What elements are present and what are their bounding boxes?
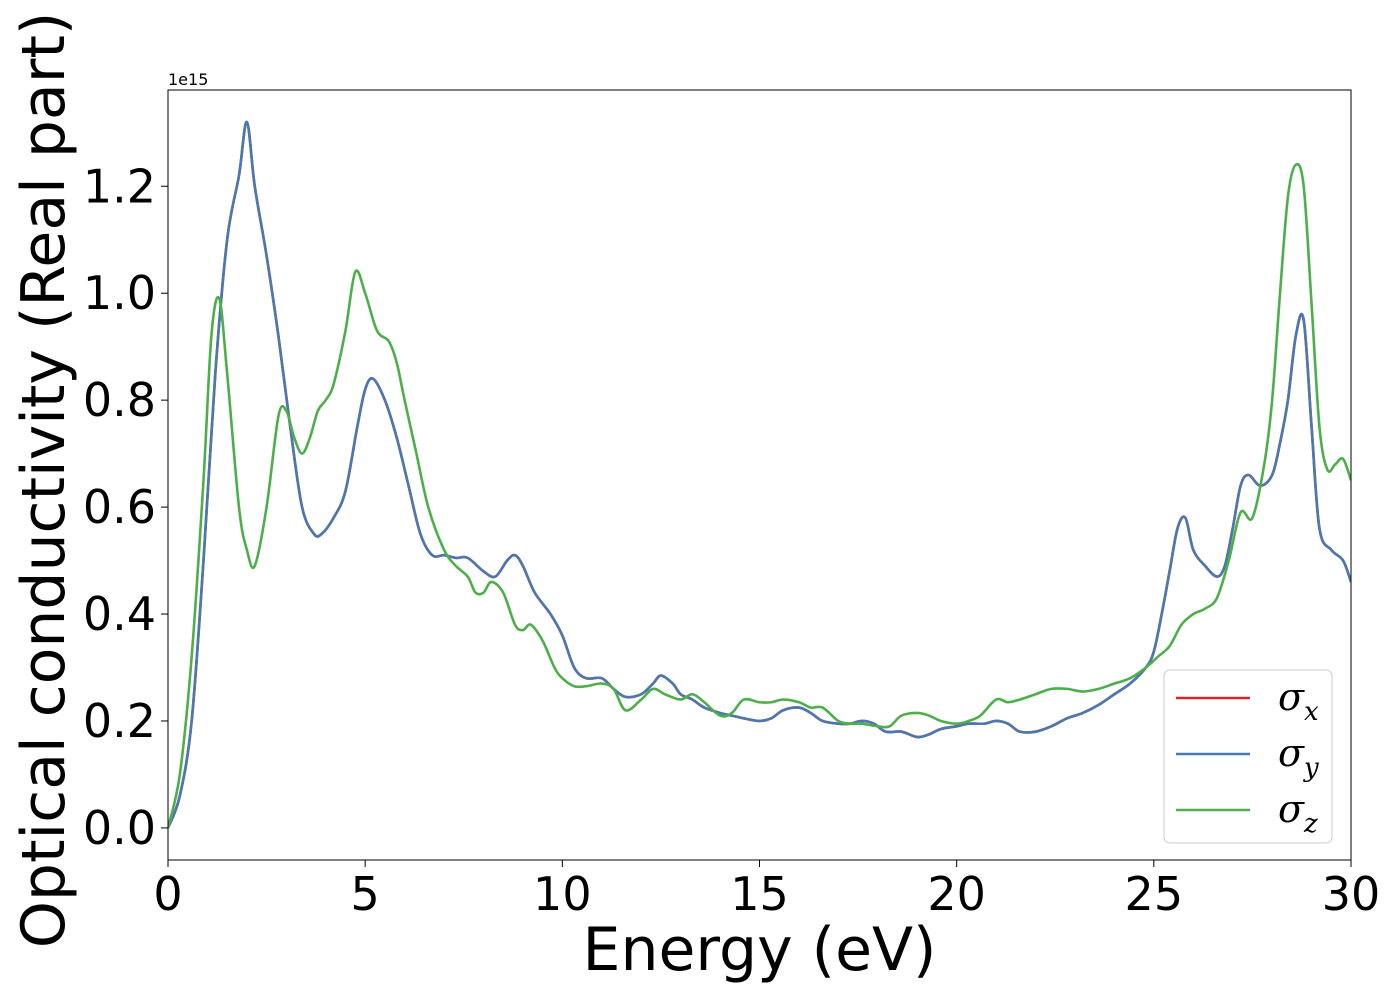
x-tick-label: 10: [533, 867, 592, 921]
y-tick-label: 0.8: [83, 373, 156, 427]
y-axis-label: Optical conductivity (Real part): [9, 12, 79, 949]
x-tick-label: 30: [1322, 867, 1381, 921]
legend-label-y: σy: [1278, 731, 1319, 783]
y-offset-label: 1e15: [168, 70, 208, 89]
y-tick-label: 0.6: [83, 480, 156, 534]
y-tick-label: 0.0: [83, 801, 156, 855]
legend-label-z: σz: [1278, 787, 1318, 839]
y-tick-label: 0.2: [83, 694, 156, 748]
series-line-z: [168, 162, 1351, 829]
x-tick-label: 0: [153, 867, 182, 921]
y-tick-label: 1.0: [83, 266, 156, 320]
x-tick-label: 20: [927, 867, 986, 921]
y-tick-label: 1.2: [83, 159, 156, 213]
series-line-y: [168, 120, 1351, 829]
x-axis-label: Energy (eV): [583, 915, 937, 985]
ticks-layer: 0 5 10 15 20 25 30 0.0 0.2 0.4 0.6 0.8 1.0 1.2: [83, 159, 1380, 921]
x-tick-label: 25: [1125, 867, 1184, 921]
legend-label-x: σx: [1278, 675, 1319, 727]
x-tick-label: 5: [351, 867, 380, 921]
series-layer: [168, 120, 1351, 829]
y-tick-label: 0.4: [83, 587, 156, 641]
x-tick-label: 15: [730, 867, 789, 921]
legend-box: [1163, 669, 1333, 844]
